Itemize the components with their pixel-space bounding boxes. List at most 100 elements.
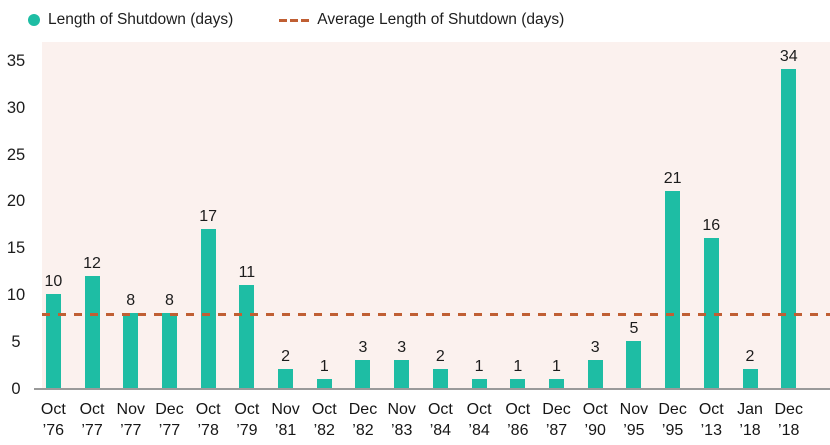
bar <box>742 369 758 388</box>
x-tick-label: Oct ’84 <box>460 399 499 441</box>
bar-column-12: 1 <box>498 42 537 388</box>
bar-value-label: 11 <box>238 263 256 281</box>
y-tick-label: 0 <box>11 380 21 398</box>
x-tick-line: ’18 <box>778 422 800 439</box>
x-tick-line: Oct <box>79 401 105 418</box>
x-tick-line: ’18 <box>739 422 761 439</box>
bar <box>355 359 371 388</box>
bar-column-11: 1 <box>460 42 499 388</box>
x-tick-label: Oct ’78 <box>189 399 228 441</box>
bar <box>548 378 564 388</box>
legend-item-average: Average Length of Shutdown (days) <box>279 11 564 29</box>
x-tick-label: Oct ’82 <box>305 399 344 441</box>
x-axis-labels: Oct ’76 Oct ’77 Nov ’77 Dec ’77 Oct ’78 Oct ’79 Nov ’… <box>34 399 808 441</box>
bar-column-15: 5 <box>615 42 654 388</box>
x-tick-line: ’82 <box>313 422 335 439</box>
x-tick-label: Dec ’18 <box>769 399 808 441</box>
bar-value-label: 8 <box>126 292 136 309</box>
legend-dot-icon <box>28 14 40 26</box>
bar-value-label: 17 <box>199 207 218 225</box>
bar-value-label: 2 <box>281 348 291 366</box>
x-tick-label: Oct ’79 <box>228 399 267 441</box>
y-tick-label: 10 <box>6 286 26 305</box>
x-tick-line: Nov <box>387 401 416 418</box>
x-tick-line: ’77 <box>158 422 181 439</box>
bar <box>84 275 100 388</box>
x-tick-line: ’95 <box>623 422 645 439</box>
x-tick-line: ’78 <box>197 422 219 439</box>
x-tick-label: Oct ’76 <box>34 399 73 441</box>
x-tick-line: Dec <box>542 401 571 418</box>
bar-column-14: 3 <box>576 42 615 388</box>
x-tick-line: Oct <box>582 401 608 418</box>
x-tick-line: Oct <box>234 401 260 418</box>
x-tick-line: ’77 <box>120 422 142 439</box>
bar-value-label: 1 <box>552 357 561 375</box>
x-tick-line: ’84 <box>429 422 452 439</box>
bar-value-label: 16 <box>702 216 721 234</box>
legend-dashed-line-icon <box>279 18 310 22</box>
bar-value-label: 1 <box>474 357 484 375</box>
bar-value-label: 10 <box>44 273 63 291</box>
bar-column-18: 2 <box>731 42 770 388</box>
bar-column-16: 21 <box>653 42 692 388</box>
x-tick-line: ’76 <box>42 422 65 439</box>
bar <box>200 228 216 388</box>
x-tick-label: Dec ’77 <box>150 399 189 441</box>
bar-value-label: 3 <box>358 338 368 356</box>
legend-label-shutdown-length: Length of Shutdown (days) <box>48 11 234 28</box>
x-tick-line: Nov <box>619 401 649 418</box>
x-tick-line: ’79 <box>236 422 258 439</box>
x-tick-label: Oct ’86 <box>498 399 537 441</box>
bar <box>45 294 61 388</box>
x-tick-line: Dec <box>774 401 803 418</box>
x-tick-line: ’86 <box>507 422 529 439</box>
x-tick-line: ’90 <box>584 422 606 439</box>
bar-column-10: 2 <box>421 42 460 388</box>
x-tick-line: Nov <box>116 401 145 418</box>
x-tick-line: ’81 <box>274 422 297 439</box>
bar-value-label: 5 <box>629 320 639 338</box>
bar <box>510 378 526 388</box>
average-line <box>42 312 830 316</box>
x-tick-line: Dec <box>658 401 687 418</box>
bar-column-7: 1 <box>305 42 344 388</box>
legend-label-average: Average Length of Shutdown (days) <box>317 11 565 28</box>
x-tick-line: Oct <box>505 401 531 418</box>
x-tick-label: Nov ’95 <box>615 399 654 441</box>
x-tick-line: Oct <box>40 401 66 418</box>
bar <box>432 369 448 388</box>
bar-value-label: 2 <box>745 348 755 366</box>
bar <box>587 359 603 388</box>
bar-column-19: 34 <box>769 42 808 388</box>
bar <box>239 284 255 388</box>
x-tick-line: Dec <box>155 401 184 418</box>
bar-column-8: 3 <box>344 42 383 388</box>
y-tick-label: 30 <box>6 98 26 117</box>
x-tick-label: Dec ’95 <box>653 399 692 441</box>
y-tick-label: 15 <box>6 239 26 258</box>
y-tick-label: 35 <box>6 51 26 70</box>
x-tick-line: Oct <box>195 401 221 418</box>
bar-value-label: 8 <box>165 292 174 309</box>
bar-value-label: 3 <box>397 338 407 356</box>
x-axis-line <box>34 388 830 390</box>
bar-value-label: 1 <box>513 357 523 375</box>
y-tick-label: 20 <box>6 192 26 211</box>
bar-column-6: 2 <box>266 42 305 388</box>
x-tick-label: Oct ’77 <box>73 399 112 441</box>
bar <box>626 341 642 388</box>
x-tick-label: Nov ’83 <box>382 399 421 441</box>
legend-item-shutdown-length: Length of Shutdown (days) <box>28 11 233 29</box>
bar-column-13: 1 <box>537 42 576 388</box>
x-tick-line: ’77 <box>81 422 103 439</box>
x-tick-label: Nov ’77 <box>111 399 150 441</box>
x-tick-label: Dec ’82 <box>344 399 383 441</box>
x-tick-line: ’13 <box>700 422 722 439</box>
x-tick-line: Dec <box>348 401 378 418</box>
bar-value-label: 12 <box>83 254 101 272</box>
x-tick-label: Oct ’90 <box>576 399 615 441</box>
y-tick-label: 25 <box>6 145 26 164</box>
bar <box>781 69 797 388</box>
